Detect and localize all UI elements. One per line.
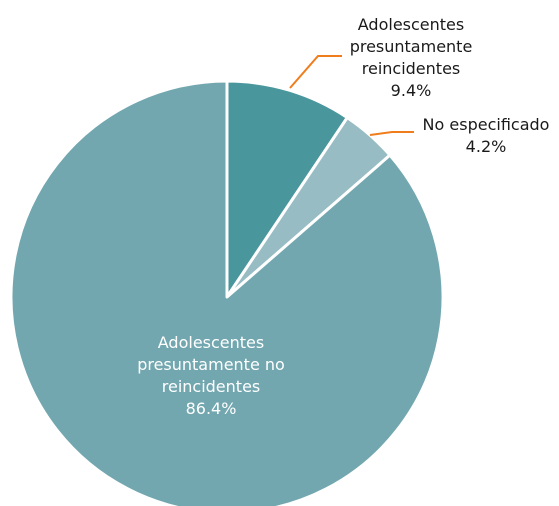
leader-line-0: [289, 55, 342, 89]
pie-slice-0: [225, 79, 349, 299]
slice-label-line-0-2: reincidentes: [362, 59, 461, 78]
slice-label-line-0-0: Adolescentes: [358, 15, 464, 34]
slice-labels: Adolescentes presuntamente reincidentes 9.4…: [137, 15, 549, 418]
slice-label-1: No especificado 4.2%: [423, 115, 550, 156]
pie-slices: [9, 79, 445, 506]
slice-label-line-0-1: presuntamente: [350, 37, 473, 56]
slice-value-label-1: 4.2%: [466, 137, 507, 156]
slice-value-label-0: 9.4%: [391, 81, 432, 100]
pie-slice-2: [9, 79, 445, 506]
slice-label-line-2-0: Adolescentes: [158, 333, 264, 352]
slice-label-line-2-1: presuntamente no: [137, 355, 285, 374]
leader-lines: [289, 55, 414, 136]
slice-value-label-2: 86.4%: [186, 399, 237, 418]
leader-line-1: [369, 131, 414, 136]
slice-label-line-1-0: No especificado: [423, 115, 550, 134]
slice-label-0: Adolescentes presuntamente reincidentes 9.4…: [350, 15, 473, 100]
slice-label-line-2-2: reincidentes: [162, 377, 261, 396]
slice-label-2: Adolescentes presuntamente no reincidentes…: [137, 333, 285, 418]
